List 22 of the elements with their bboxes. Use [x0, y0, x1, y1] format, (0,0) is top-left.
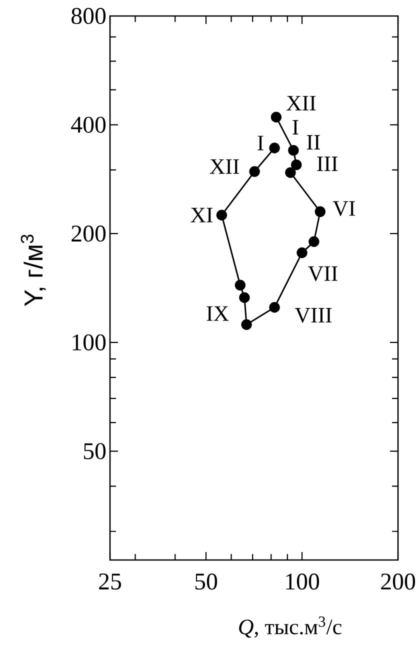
annotation: XII	[210, 159, 240, 174]
y-axis-title: Y, г/м$^{3}$	[20, 234, 46, 306]
annotation: I	[292, 120, 298, 134]
annotation: II	[306, 135, 320, 150]
annotation: VIII	[294, 308, 332, 323]
x-tick-label: 50	[195, 574, 218, 590]
annotation: III	[317, 156, 338, 171]
y-tick-label: 100	[72, 334, 106, 350]
annotation: VII	[308, 266, 338, 282]
annotation: XI	[190, 208, 212, 222]
x-tick-label: 25	[99, 574, 122, 590]
annotation: XII	[286, 96, 316, 110]
x-tick-label: 200	[381, 574, 416, 590]
annotation: IX	[206, 306, 229, 321]
x-axis-title: Q, тыс.м$^{3}$/с	[239, 616, 342, 638]
y-tick-label: 50	[84, 443, 106, 460]
y-tick-label: 200	[72, 226, 106, 242]
y-tick-label: 800	[72, 8, 106, 24]
annotation: VI	[332, 201, 355, 216]
y-tick-label: 400	[71, 116, 106, 133]
x-tick-label: 100	[286, 574, 320, 590]
annotation: I	[258, 136, 264, 150]
